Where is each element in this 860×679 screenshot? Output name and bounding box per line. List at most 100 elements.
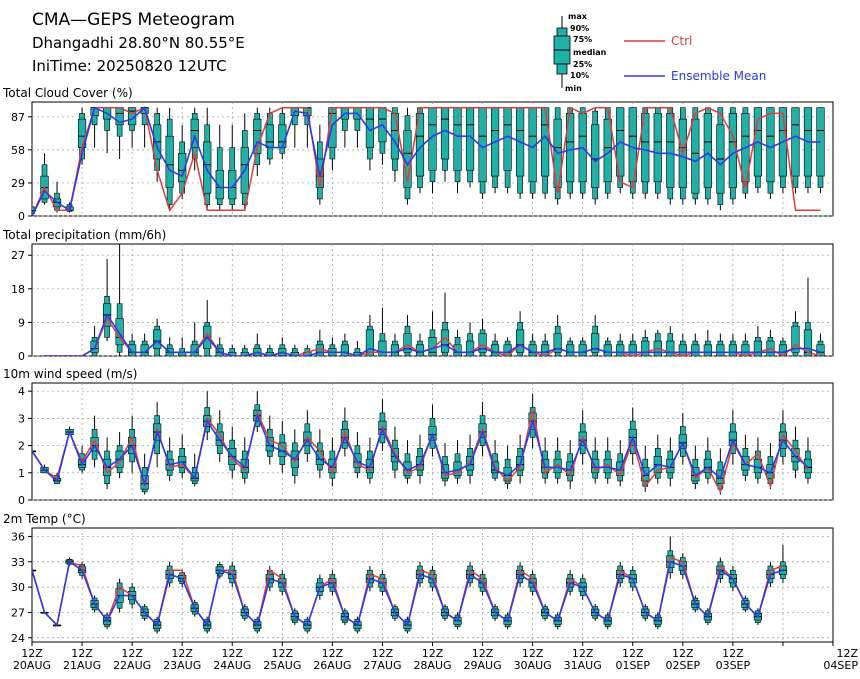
box-p25-p75 xyxy=(628,107,637,183)
ensemble-box xyxy=(303,344,312,356)
ensemble-box xyxy=(265,344,274,356)
box-p25-p75 xyxy=(190,344,199,356)
box-p25-p75 xyxy=(666,340,675,356)
ensemble-box xyxy=(178,434,187,479)
x-tick-label-date: 04SEP xyxy=(823,659,858,672)
box-p25-p75 xyxy=(516,329,525,353)
legend-p90: 90% xyxy=(570,24,589,33)
mean-series-line xyxy=(32,560,784,627)
y-tick-label: 33 xyxy=(11,556,25,569)
y-tick-label: 18 xyxy=(11,283,25,296)
panel-plot-area xyxy=(32,391,813,495)
ensemble-box xyxy=(203,300,212,356)
ensemble-box xyxy=(578,337,587,356)
panel-plot-area xyxy=(32,536,788,634)
box-p25-p75 xyxy=(478,333,487,353)
ensemble-box xyxy=(628,107,637,199)
ensemble-box xyxy=(716,107,725,211)
x-tick-label-time: 12Z xyxy=(71,647,93,660)
mean-series-line xyxy=(32,106,821,216)
mean-series-line xyxy=(32,413,809,487)
box-p25-p75 xyxy=(465,340,475,356)
panel-1: Total Cloud Cover (%) 0 29 58 87 xyxy=(2,86,834,223)
ensemble-box xyxy=(578,107,587,199)
box-p25-p75 xyxy=(791,325,800,353)
panel-title: Total Cloud Cover (%) xyxy=(2,86,133,100)
box-p25-p75 xyxy=(566,344,575,356)
box-p25-p75 xyxy=(315,344,324,356)
ensemble-box xyxy=(278,421,287,473)
ensemble-box xyxy=(453,107,462,194)
y-tick-label: 9 xyxy=(18,316,25,329)
x-axis: 12Z20AUG12Z21AUG12Z22AUG12Z23AUG12Z24AUG… xyxy=(13,642,858,672)
x-tick-label-date: 02SEP xyxy=(666,659,701,672)
ensemble-box xyxy=(102,258,112,342)
box-p25-p75 xyxy=(403,333,412,353)
box-p25-p75 xyxy=(541,107,550,177)
y-tick-label: 27 xyxy=(11,249,25,262)
panel-title: Total precipitation (mm/6h) xyxy=(2,228,166,242)
ensemble-box xyxy=(753,437,763,484)
x-tick-label-date: 03SEP xyxy=(716,659,751,672)
x-tick-label-date: 29AUG xyxy=(464,659,502,672)
box-p25-p75 xyxy=(265,124,274,148)
box-p25-p75 xyxy=(766,107,775,183)
box-p25-p75 xyxy=(728,113,737,188)
box-p25-p75 xyxy=(178,153,187,183)
ensemble-box xyxy=(378,107,387,165)
box-p25-p75 xyxy=(703,344,712,356)
ensemble-box xyxy=(190,453,199,487)
x-tick-label-time: 12Z xyxy=(272,647,294,660)
ensemble-box xyxy=(115,244,124,356)
panel-title: 10m wind speed (m/s) xyxy=(3,367,137,381)
box-p25-p75 xyxy=(803,329,813,356)
ensemble-box xyxy=(378,307,387,356)
box-p25-p75 xyxy=(816,344,825,356)
box-p25-p75 xyxy=(666,113,675,188)
ensemble-box xyxy=(215,124,224,211)
x-tick-label-time: 12Z xyxy=(672,647,694,660)
box-p25-p75 xyxy=(340,344,349,356)
y-tick-label: 29 xyxy=(11,177,25,190)
ensemble-box xyxy=(90,107,99,148)
init-time-label: IniTime: 20250820 12UTC xyxy=(32,57,227,75)
x-tick-label-date: 26AUG xyxy=(313,659,351,672)
box-p25-p75 xyxy=(616,344,625,356)
y-tick-label: 2 xyxy=(18,440,25,453)
ensemble-box xyxy=(728,410,737,465)
box-p25-p75 xyxy=(678,344,687,356)
mean-series-line xyxy=(44,313,821,356)
ensemble-box xyxy=(478,318,487,356)
ensemble-box xyxy=(165,107,174,211)
box-p25-p75 xyxy=(641,113,650,183)
ensemble-box xyxy=(603,437,612,484)
x-tick-label-date: 28AUG xyxy=(413,659,451,672)
y-tick-label: 0 xyxy=(18,350,25,363)
x-tick-label-time: 12Z xyxy=(472,647,494,660)
legend-mean-label: Ensemble Mean xyxy=(671,69,766,83)
box-p25-p75 xyxy=(390,113,400,160)
box-p25-p75 xyxy=(128,344,137,356)
legend-min: min xyxy=(565,84,582,93)
legend: max 90% 75% median 25% 10% min Ctrl Ense… xyxy=(553,12,766,93)
page-title: CMA—GEPS Meteogram xyxy=(32,10,235,30)
box-p25-p75 xyxy=(228,170,237,200)
box-p25-p75 xyxy=(628,344,637,356)
box-p25-p75 xyxy=(603,344,612,356)
box-p25-p75 xyxy=(190,118,199,148)
ensemble-box xyxy=(653,434,662,484)
x-tick-label-time: 12Z xyxy=(572,647,594,660)
panel-title: 2m Temp (°C) xyxy=(3,512,86,526)
x-tick-label-time: 12Z xyxy=(522,647,544,660)
ensemble-box xyxy=(553,437,562,484)
x-tick-label-time: 12Z xyxy=(322,647,344,660)
y-tick-label: 58 xyxy=(11,144,25,157)
box-p25-p75 xyxy=(753,340,763,356)
box-p25-p75 xyxy=(791,107,800,177)
legend-p25: 25% xyxy=(573,60,592,69)
ensemble-box xyxy=(478,107,487,199)
legend-median: median xyxy=(573,48,607,57)
x-tick-label-date: 21AUG xyxy=(63,659,101,672)
panel-4: 2m Temp (°C) 24 27 30 33 36 xyxy=(3,512,834,645)
y-tick-label: 24 xyxy=(11,632,25,645)
